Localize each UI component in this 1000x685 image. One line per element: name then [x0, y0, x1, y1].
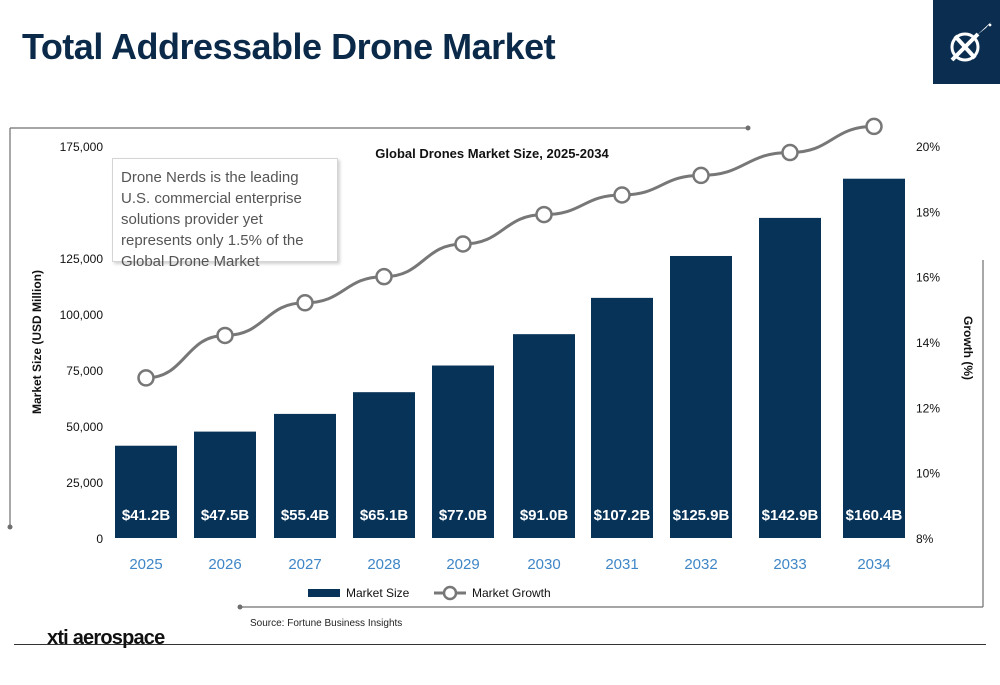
bar-2028	[353, 392, 415, 538]
legend-market-size-swatch	[308, 589, 340, 597]
x-tick-label: 2027	[288, 556, 321, 573]
y-tick-label: 25,000	[66, 476, 103, 490]
y-tick-label: 100,000	[60, 308, 104, 322]
bar-value-label: $142.9B	[762, 507, 819, 524]
logo-badge	[933, 0, 1000, 84]
y2-tick-label: 14%	[916, 336, 940, 350]
frame-top-dot	[745, 125, 751, 131]
x-tick-label: 2029	[446, 556, 479, 573]
bar-2025	[115, 445, 177, 538]
bar-2027	[274, 413, 336, 538]
y2-axis-label: Growth (%)	[961, 316, 975, 380]
y2-tick-label: 10%	[916, 467, 940, 481]
bar-2033	[759, 217, 821, 539]
x-tick-label: 2030	[527, 556, 560, 573]
y-tick-label: 0	[96, 532, 103, 546]
y-tick-label: 50,000	[66, 420, 103, 434]
growth-point-2029	[454, 235, 472, 253]
y2-tick-label: 12%	[916, 401, 940, 415]
x-tick-label: 2032	[684, 556, 717, 573]
callout-box: Drone Nerds is the leading U.S. commerci…	[112, 158, 338, 270]
source-note: Source: Fortune Business Insights	[250, 618, 403, 629]
legend-market-size-label: Market Size	[346, 586, 410, 600]
y-tick-label: 125,000	[60, 252, 104, 266]
bar-value-label: $77.0B	[439, 507, 488, 524]
x-tick-label: 2033	[773, 556, 806, 573]
frame-left-dot	[7, 524, 13, 530]
y2-tick-label: 8%	[916, 532, 934, 546]
footer-divider	[14, 644, 986, 645]
bar-value-label: $160.4B	[846, 507, 903, 524]
y-axis-label: Market Size (USD Million)	[30, 270, 44, 414]
growth-point-2032	[692, 166, 710, 185]
y2-tick-label: 18%	[916, 205, 940, 219]
legend-market-growth-label: Market Growth	[472, 586, 551, 600]
bar-value-label: $47.5B	[201, 507, 250, 524]
y-tick-label: 175,000	[60, 140, 104, 154]
x-tick-label: 2028	[367, 556, 400, 573]
bar-2034	[843, 178, 905, 539]
growth-point-2027	[296, 294, 314, 312]
page-title: Total Addressable Drone Market	[22, 26, 556, 67]
bar-value-label: $41.2B	[122, 507, 171, 524]
x-tick-label: 2026	[208, 556, 241, 573]
x-tick-label: 2034	[857, 556, 890, 573]
bar-2026	[194, 431, 256, 538]
bar-value-label: $125.9B	[673, 507, 730, 524]
bar-value-label: $65.1B	[360, 507, 409, 524]
x-tick-label: 2031	[605, 556, 638, 573]
brand-logo-text: xti aerospace	[47, 627, 165, 649]
bar-2029	[432, 365, 494, 538]
xti-logo-icon	[950, 22, 992, 62]
bar-2032	[670, 255, 732, 538]
legend-growth-marker	[442, 585, 458, 601]
growth-point-2031	[613, 186, 631, 204]
x-tick-label: 2025	[129, 556, 162, 573]
bar-2030	[513, 334, 575, 538]
y2-tick-label: 16%	[916, 271, 940, 285]
bar-value-label: $55.4B	[281, 507, 330, 524]
growth-point-2034	[865, 117, 883, 136]
frame-bottom-dot	[237, 604, 243, 610]
y2-tick-label: 20%	[916, 140, 940, 154]
growth-point-2028	[375, 267, 393, 286]
growth-point-2025	[137, 369, 155, 387]
bar-2031	[591, 297, 653, 538]
y-tick-label: 75,000	[66, 364, 103, 378]
growth-point-2030	[535, 205, 553, 224]
growth-point-2033	[781, 143, 799, 162]
bar-value-label: $107.2B	[594, 507, 651, 524]
growth-point-2026	[216, 326, 234, 345]
bar-value-label: $91.0B	[520, 507, 569, 524]
chart-title: Global Drones Market Size, 2025-2034	[375, 146, 609, 161]
growth-series-line	[145, 124, 875, 380]
